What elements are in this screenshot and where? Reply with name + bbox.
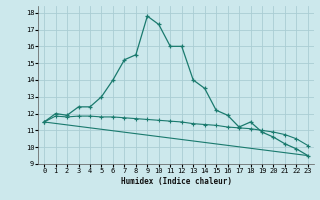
X-axis label: Humidex (Indice chaleur): Humidex (Indice chaleur) bbox=[121, 177, 231, 186]
